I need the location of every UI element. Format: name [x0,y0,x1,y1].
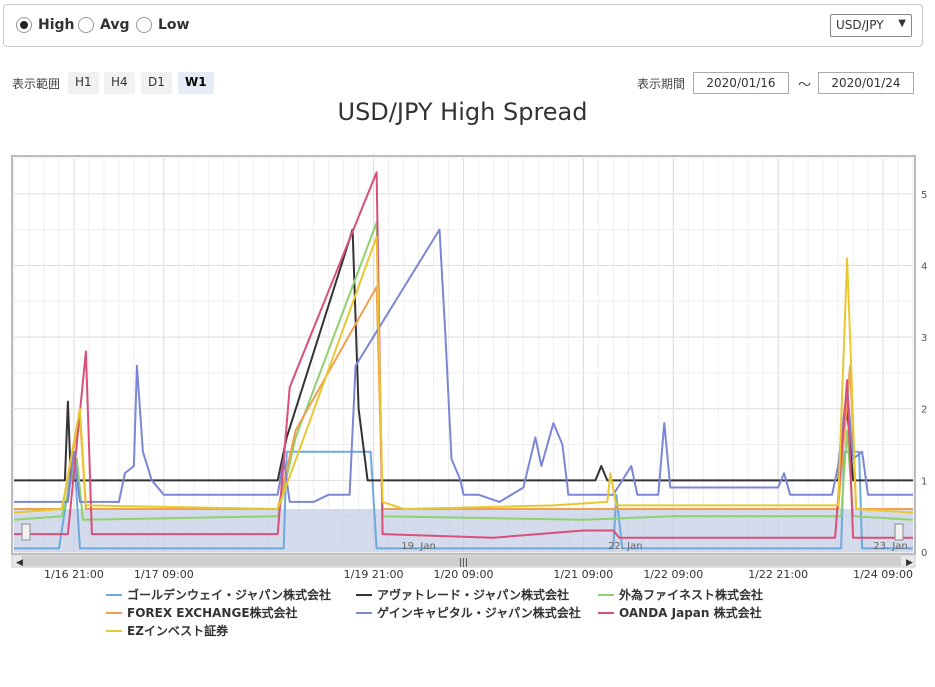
currency-pair-value: USD/JPY [836,18,884,32]
currency-pair-select[interactable]: USD/JPY ▼ [830,14,912,37]
radio-low[interactable]: Low [136,17,189,33]
navigator-handle [894,523,904,541]
legend-swatch [106,593,122,596]
series-line-6 [14,171,913,539]
chart-title: USD/JPY High Spread [337,98,588,126]
x-tick-label: 1/16 21:00 [44,568,104,581]
scroll-grip-icon: ||| [459,558,468,568]
radio-avg-label: Avg [100,17,130,33]
range-button-d1[interactable]: D1 [141,72,172,94]
legend-label: FOREX EXCHANGE株式会社 [127,606,298,620]
range-button-h4[interactable]: H4 [104,72,135,94]
radio-high[interactable]: High [16,17,75,33]
x-tick-label: 1/22 09:00 [643,568,703,581]
range-button-w1[interactable]: W1 [178,72,214,94]
x-tick-label: 1/20 09:00 [434,568,494,581]
navigator-label: 23. Jan [873,541,908,552]
legend-swatch [106,611,122,614]
scroll-left-icon: ◀ [16,558,23,568]
radio-avg-dot[interactable] [78,17,94,33]
legend-swatch [356,611,372,614]
date-range-separator: ～ [798,78,812,93]
range-label: 表示範囲 [12,77,61,91]
navigator-label: 19. Jan [401,541,436,552]
scroll-right-icon: ▶ [906,558,913,568]
series-line-7 [13,235,914,514]
x-tick-label: 1/22 21:00 [748,568,808,581]
period-label: 表示期間 [637,77,686,91]
date-from-input[interactable]: 2020/01/16 [693,72,789,94]
top-controls-bar: High Avg Low USD/JPY ▼ [3,4,923,47]
x-tick-label: 1/19 21:00 [344,568,404,581]
y-tick-label: 5 [921,190,927,201]
spread-chart: 0 1 2 3 4 5 19. Jan 22. Jan 23. Jan ◀ ▶ ||| 1/16 21:… [11,155,927,581]
navigator-handle [21,523,31,541]
x-tick-label: 1/24 09:00 [853,568,913,581]
legend-item-1[interactable]: ゴールデンウェイ・ジャパン株式会社 [106,586,331,603]
radio-high-label: High [38,17,75,33]
legend-item-4[interactable]: FOREX EXCHANGE株式会社 [106,604,298,621]
navigator-label: 22. Jan [608,541,643,552]
legend-label: EZインベスト証券 [127,624,229,638]
y-tick-label: 0 [921,548,927,559]
y-tick-label: 2 [921,405,927,416]
legend-label: 外為ファイネスト株式会社 [619,588,764,602]
legend-label: OANDA Japan 株式会社 [619,606,762,620]
date-to-input[interactable]: 2020/01/24 [818,72,914,94]
legend-label: ゲインキャピタル・ジャパン株式会社 [377,606,581,620]
scrollbar-thumb [22,556,901,566]
legend-label: アヴァトレード・ジャパン株式会社 [377,588,570,602]
legend-item-5[interactable]: ゲインキャピタル・ジャパン株式会社 [356,604,581,621]
legend-item-2[interactable]: アヴァトレード・ジャパン株式会社 [356,586,569,603]
radio-avg[interactable]: Avg [78,17,129,33]
radio-low-label: Low [158,17,190,33]
legend-item-6[interactable]: OANDA Japan 株式会社 [598,604,762,621]
legend-label: ゴールデンウェイ・ジャパン株式会社 [127,588,332,602]
legend-swatch [106,629,122,632]
legend-swatch [356,593,372,596]
y-tick-label: 4 [921,261,927,272]
legend-swatch [598,593,614,596]
range-button-h1[interactable]: H1 [68,72,99,94]
legend-swatch [598,611,614,614]
y-tick-label: 3 [921,333,927,344]
radio-high-dot[interactable] [16,17,32,33]
legend-item-7[interactable]: EZインベスト証券 [106,622,228,639]
x-tick-label: 1/17 09:00 [134,568,194,581]
legend-item-3[interactable]: 外為ファイネスト株式会社 [598,586,763,603]
radio-low-dot[interactable] [136,17,152,33]
series-line-5 [14,228,913,503]
dropdown-arrow-icon: ▼ [898,18,906,29]
y-tick-label: 1 [921,476,927,487]
x-tick-label: 1/21 09:00 [553,568,613,581]
